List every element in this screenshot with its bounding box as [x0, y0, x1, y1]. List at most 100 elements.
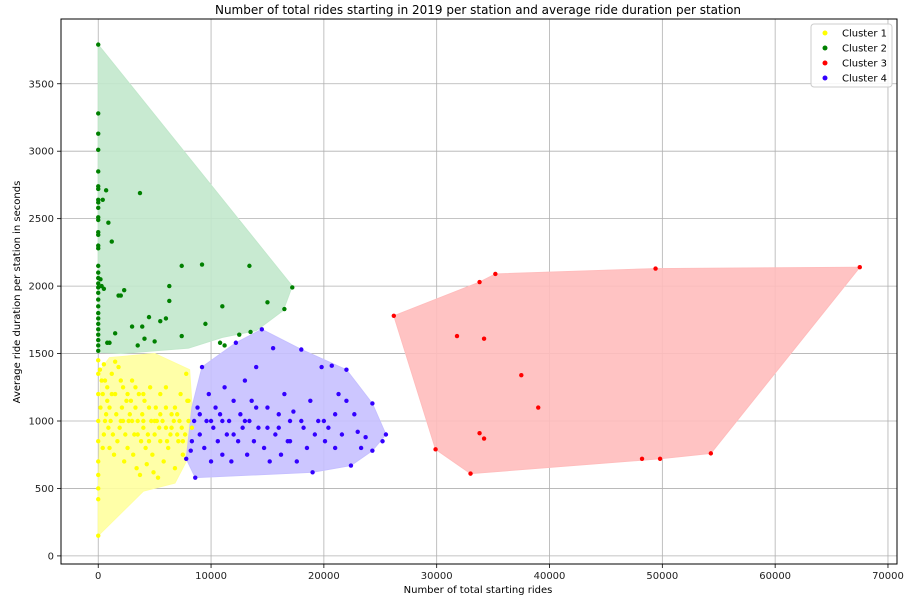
- cluster-1-point: [140, 412, 145, 417]
- axis-ticks: 0 10000 20000 30000 40000 50000 60000 70000 0 500…: [29, 79, 904, 582]
- cluster-1-point: [163, 385, 169, 390]
- cluster-1-point: [101, 432, 107, 437]
- cluster-4-point: [339, 432, 345, 437]
- cluster-3-point: [481, 336, 487, 341]
- cluster-4-point: [222, 385, 227, 390]
- cluster-4-point: [299, 418, 304, 424]
- cluster-1-point: [149, 418, 154, 424]
- x-tick-label: 30000: [421, 571, 453, 582]
- legend-marker-cluster-3: [822, 60, 828, 66]
- cluster-4-point: [253, 364, 259, 370]
- chart-title: Number of total rides starting in 2019 p…: [215, 3, 741, 17]
- cluster-2-point: [96, 297, 101, 302]
- cluster-2-point: [167, 283, 172, 289]
- cluster-1-point: [182, 432, 188, 437]
- cluster-4-point: [256, 425, 261, 430]
- cluster-2-point: [135, 343, 140, 348]
- cluster-4-point: [189, 439, 195, 444]
- cluster-1-point: [185, 398, 190, 403]
- cluster-1-point: [107, 405, 112, 410]
- cluster-2-point: [96, 42, 101, 47]
- cluster-4-point: [352, 412, 357, 417]
- cluster-1-point: [109, 391, 114, 397]
- legend-marker-cluster-4: [822, 75, 828, 81]
- cluster-2-point: [96, 343, 101, 348]
- cluster-1-point: [121, 459, 127, 464]
- cluster-2-point: [96, 217, 101, 223]
- y-tick-label: 500: [35, 484, 54, 495]
- cluster-2-point: [220, 304, 225, 309]
- cluster-4-point: [287, 439, 293, 444]
- cluster-1-point: [158, 412, 163, 417]
- cluster-2-point: [96, 281, 101, 286]
- cluster-2-point: [142, 336, 147, 341]
- data-points: [96, 42, 862, 538]
- cluster-1-point: [171, 418, 177, 424]
- cluster-4-point: [316, 418, 321, 424]
- cluster-2-point: [96, 205, 101, 211]
- cluster-1-point: [112, 359, 118, 364]
- cluster-4-point: [202, 445, 207, 451]
- legend-label-cluster-1: Cluster 1: [842, 29, 887, 40]
- cluster-2-point: [96, 186, 101, 192]
- cluster-1-point: [143, 445, 148, 451]
- cluster-1-point: [169, 412, 174, 417]
- cluster-2-point: [96, 327, 101, 332]
- cluster-4-point: [231, 432, 236, 437]
- plot-frame: [60, 18, 898, 565]
- cluster-2-point: [96, 246, 101, 251]
- cluster-1-point: [142, 398, 147, 403]
- cluster-4-point: [267, 459, 272, 464]
- cluster-1-point: [178, 391, 183, 397]
- cluster-1-point: [103, 412, 109, 417]
- cluster-1-point: [96, 439, 101, 444]
- cluster-4-point: [380, 439, 385, 444]
- cluster-1-point: [126, 418, 131, 424]
- cluster-2-point: [106, 220, 111, 225]
- x-tick-label: 70000: [872, 571, 904, 582]
- cluster-4-point: [184, 456, 189, 461]
- cluster-4-point: [278, 452, 284, 457]
- cluster-1-point: [129, 378, 135, 383]
- y-tick-label: 0: [48, 551, 54, 562]
- cluster-2-point: [96, 131, 101, 136]
- cluster-1-point: [127, 412, 133, 417]
- cluster-2-point: [137, 190, 143, 196]
- cluster-4-point: [282, 391, 287, 397]
- cluster-1-point: [119, 405, 125, 410]
- cluster-1-point: [146, 405, 152, 410]
- cluster-2-point: [107, 340, 112, 345]
- cluster-1-point: [152, 418, 157, 424]
- cluster-1-point: [129, 418, 135, 424]
- cluster-2-point: [163, 316, 169, 321]
- cluster-4-point: [291, 409, 296, 414]
- cluster-1-point: [96, 391, 101, 397]
- x-tick-label: 50000: [646, 571, 678, 582]
- cluster-4-point: [270, 345, 276, 351]
- cluster-1-point: [111, 452, 117, 457]
- cluster-4-point: [249, 398, 254, 403]
- cluster-4-point: [363, 434, 368, 440]
- cluster-4-point: [191, 418, 197, 424]
- cluster-1-point: [175, 412, 180, 417]
- cluster-1-point: [134, 466, 139, 471]
- cluster-1-point: [131, 452, 136, 457]
- cluster-1-point: [172, 466, 178, 471]
- cluster-1-point: [124, 398, 129, 403]
- cluster-2-point: [140, 324, 145, 329]
- cluster-4-point: [332, 412, 338, 417]
- cluster-2-point: [96, 263, 101, 269]
- cluster-2-point: [96, 348, 101, 354]
- cluster-4-point: [348, 463, 354, 468]
- cluster-2-hull: [97, 43, 293, 355]
- cluster-4-point: [370, 448, 375, 453]
- cluster-4-point: [247, 418, 252, 424]
- cluster-3-point: [477, 279, 482, 285]
- cluster-1-point: [96, 358, 101, 363]
- cluster-3-point: [857, 265, 862, 270]
- cluster-2-point: [96, 321, 101, 327]
- cluster-3-point: [657, 456, 663, 461]
- cluster-3-point: [493, 271, 498, 277]
- cluster-1-point: [168, 432, 173, 437]
- cluster-2-point: [146, 314, 152, 320]
